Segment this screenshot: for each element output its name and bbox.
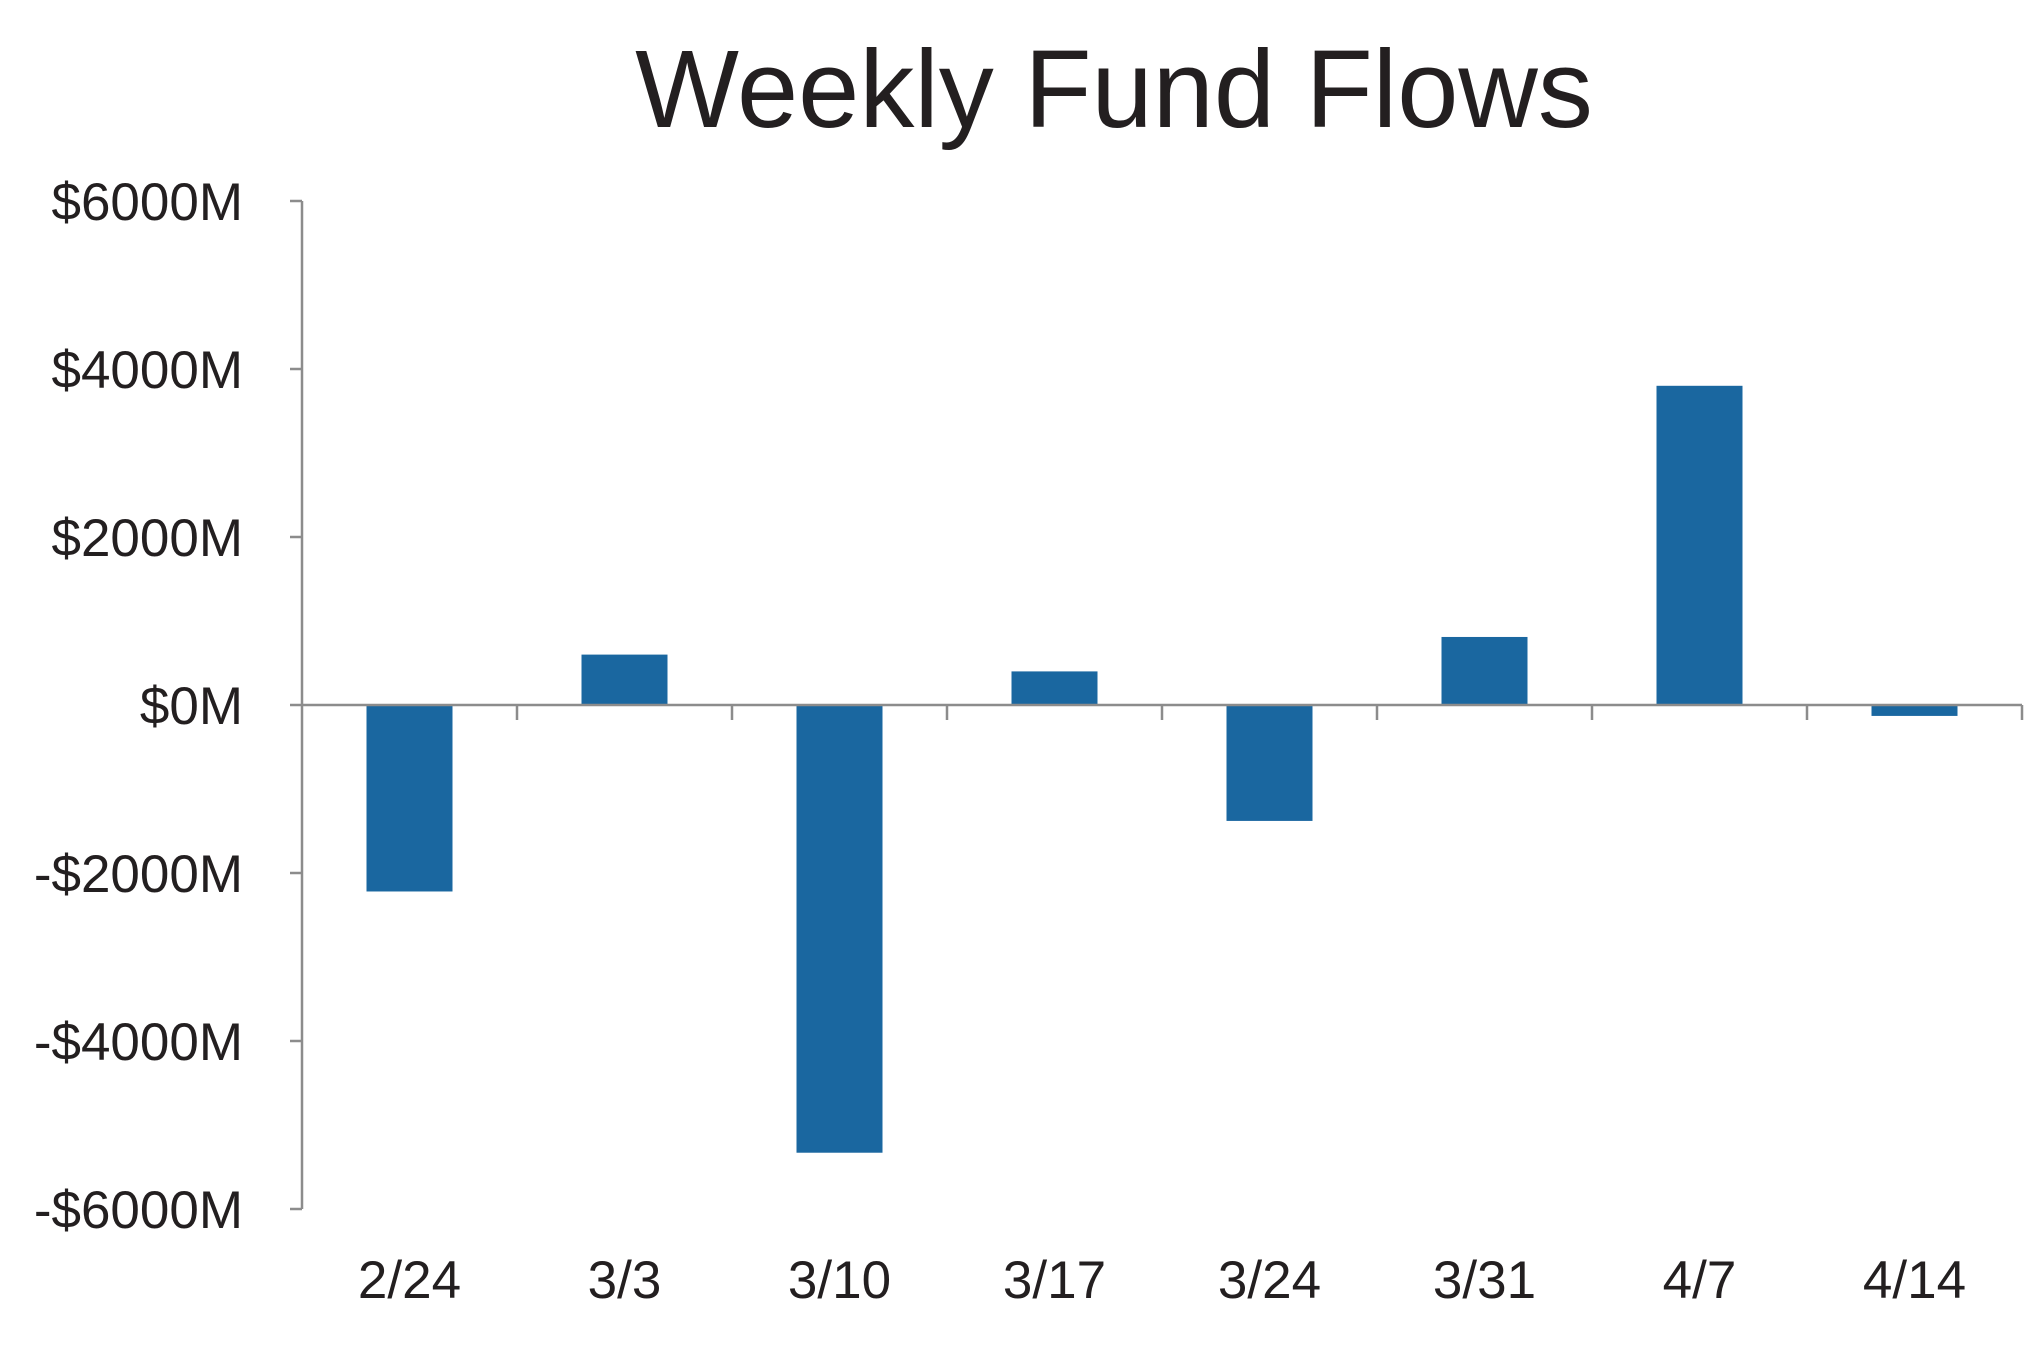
y-tick-label: -$2000M bbox=[34, 845, 243, 904]
x-tick-label: 3/31 bbox=[1433, 1251, 1536, 1310]
y-tick-label: $0M bbox=[140, 677, 243, 736]
y-tick-label: $2000M bbox=[51, 509, 243, 568]
x-tick-label: 4/14 bbox=[1863, 1251, 1966, 1310]
bar-4-7 bbox=[1656, 385, 1743, 705]
y-tick-label: -$4000M bbox=[34, 1013, 243, 1072]
bar-4-14 bbox=[1871, 705, 1958, 716]
x-tick-label: 3/3 bbox=[588, 1251, 662, 1310]
bar-series bbox=[366, 385, 1958, 1153]
bar-3-10 bbox=[796, 705, 883, 1153]
x-axis: 2/24 3/3 3/10 3/17 3/24 3/31 4/7 4/14 bbox=[302, 703, 2024, 1310]
chart-title: Weekly Fund Flows bbox=[635, 28, 1593, 151]
bar-3-3 bbox=[581, 654, 668, 705]
y-tick-label: $6000M bbox=[51, 173, 243, 232]
x-tick-label: 4/7 bbox=[1663, 1251, 1737, 1310]
y-axis: $6000M $4000M $2000M $0M -$2000M -$4000M -$600… bbox=[34, 173, 304, 1240]
bar-3-31 bbox=[1441, 636, 1528, 705]
y-tick-label: -$6000M bbox=[34, 1181, 243, 1240]
x-tick-label: 3/10 bbox=[788, 1251, 891, 1310]
y-tick-label: $4000M bbox=[51, 341, 243, 400]
bar-3-17 bbox=[1011, 671, 1098, 705]
x-tick-label: 3/17 bbox=[1003, 1251, 1106, 1310]
x-tick-label: 3/24 bbox=[1218, 1251, 1321, 1310]
x-tick-label: 2/24 bbox=[358, 1251, 461, 1310]
bar-2-24 bbox=[366, 705, 453, 892]
bar-3-24 bbox=[1226, 705, 1313, 821]
